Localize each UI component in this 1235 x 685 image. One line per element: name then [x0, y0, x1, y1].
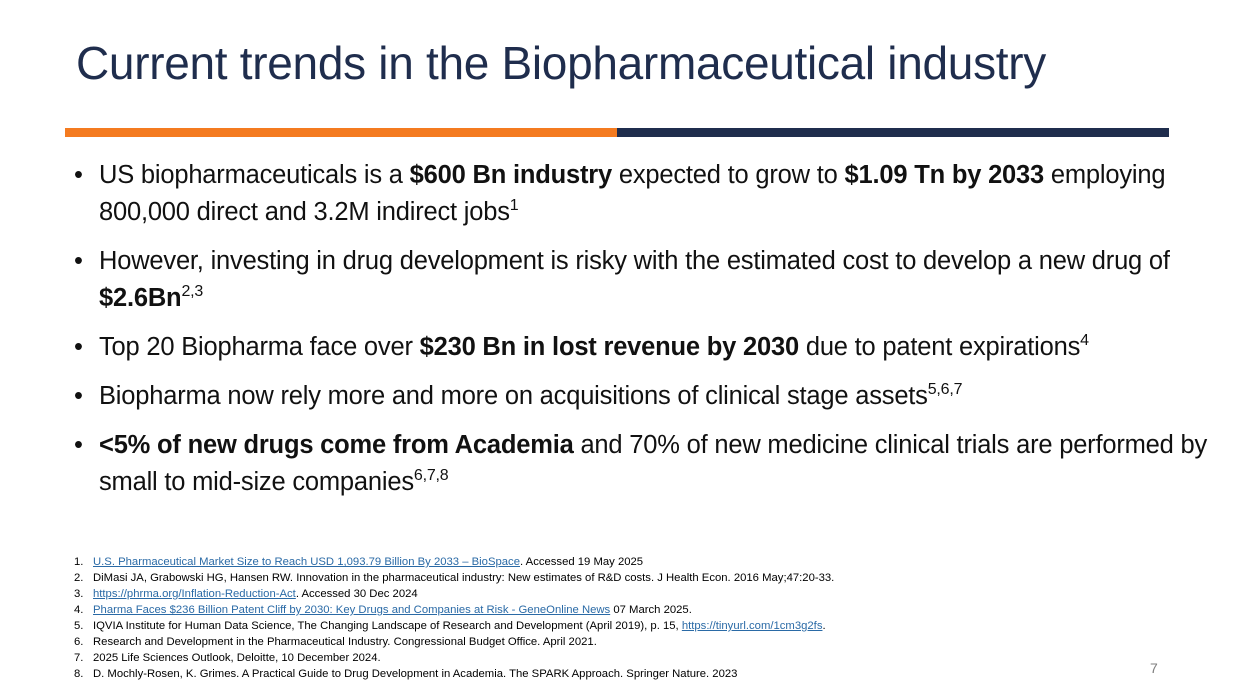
reference-text: .: [822, 620, 826, 632]
bullet-text: Biopharma now rely more and more on acqu…: [99, 382, 928, 410]
bullet-item: • <5% of new drugs come from Academia and…: [74, 427, 1224, 501]
reference-text: Research and Development in the Pharmace…: [93, 636, 597, 648]
bullet-emphasis: $230 Bn in lost revenue by 2030: [419, 333, 800, 361]
bullet-item: • However, investing in drug development …: [74, 243, 1224, 317]
bullet-emphasis: $2.6Bn: [99, 284, 182, 312]
reference-text: 07 March 2025.: [610, 604, 692, 616]
citation-superscript: 2,3: [181, 283, 204, 300]
reference-link[interactable]: https://tinyurl.com/1cm3g2fs: [681, 620, 823, 632]
reference-item: 7. 2025 Life Sciences Outlook, Deloitte, …: [74, 650, 1154, 666]
reference-item: 5. IQVIA Institute for Human Data Science…: [74, 618, 1154, 634]
bullet-item: • Top 20 Biopharma face over $230 Bn in l…: [74, 329, 1224, 366]
bullet-item: • Biopharma now rely more and more on acq…: [74, 378, 1224, 415]
bullet-marker: •: [74, 247, 83, 275]
bullet-text: US biopharmaceuticals is a: [99, 161, 410, 189]
citation-superscript: 6,7,8: [413, 467, 449, 484]
reference-number: 1.: [74, 556, 84, 568]
reference-item: 3. https://phrma.org/Inflation-Reduction-…: [74, 586, 1154, 602]
reference-link[interactable]: https://phrma.org/Inflation-Reduction-Ac…: [93, 588, 296, 600]
reference-number: 2.: [74, 572, 84, 584]
citation-superscript: 5,6,7: [927, 381, 963, 398]
citation-superscript: 4: [1080, 332, 1089, 349]
bullet-item: • US biopharmaceuticals is a $600 Bn indu…: [74, 157, 1224, 231]
bullet-marker: •: [74, 333, 83, 361]
bullet-emphasis: $1.09 Tn by 2033: [844, 161, 1045, 189]
reference-link[interactable]: U.S. Pharmaceutical Market Size to Reach…: [93, 556, 520, 568]
reference-item: 8. D. Mochly-Rosen, K. Grimes. A Practica…: [74, 666, 1154, 682]
bullet-marker: •: [74, 431, 83, 459]
bullet-emphasis: $600 Bn industry: [409, 161, 612, 189]
bullet-text: employing 800,000 direct and 3.2M indire…: [99, 161, 1166, 226]
bullet-text: due to patent expirations: [798, 333, 1081, 361]
reference-number: 7.: [74, 652, 84, 664]
title-divider-orange: [65, 128, 617, 137]
bullet-list: • US biopharmaceuticals is a $600 Bn indu…: [74, 157, 1224, 513]
reference-text: 2025 Life Sciences Outlook, Deloitte, 10…: [93, 652, 381, 664]
bullet-emphasis: <5% of new drugs come from Academia: [99, 431, 574, 459]
reference-number: 5.: [74, 620, 84, 632]
slide-title: Current trends in the Biopharmaceutical …: [76, 37, 1046, 89]
reference-text: DiMasi JA, Grabowski HG, Hansen RW. Inno…: [93, 572, 835, 584]
reference-text: D. Mochly-Rosen, K. Grimes. A Practical …: [93, 668, 738, 680]
bullet-marker: •: [74, 382, 83, 410]
bullet-text: Top 20 Biopharma face over: [99, 333, 420, 361]
reference-item: 6. Research and Development in the Pharma…: [74, 634, 1154, 650]
page-number: 7: [1150, 660, 1158, 676]
reference-link[interactable]: Pharma Faces $236 Billion Patent Cliff b…: [93, 604, 611, 616]
bullet-text: However, investing in drug development i…: [99, 247, 1170, 275]
citation-superscript: 1: [509, 197, 519, 214]
title-divider-navy: [617, 128, 1169, 137]
bullet-text: expected to grow to: [611, 161, 845, 189]
reference-text: . Accessed 30 Dec 2024: [295, 588, 418, 600]
reference-list: 1. U.S. Pharmaceutical Market Size to Rea…: [74, 554, 1154, 682]
reference-number: 8.: [74, 668, 84, 680]
reference-number: 3.: [74, 588, 84, 600]
reference-item: 2. DiMasi JA, Grabowski HG, Hansen RW. In…: [74, 570, 1154, 586]
reference-number: 4.: [74, 604, 84, 616]
reference-text: IQVIA Institute for Human Data Science, …: [93, 620, 682, 632]
reference-item: 1. U.S. Pharmaceutical Market Size to Rea…: [74, 554, 1154, 570]
bullet-text: and 70% of new medicine clinical trials …: [99, 431, 1208, 496]
reference-number: 6.: [74, 636, 84, 648]
reference-text: . Accessed 19 May 2025: [520, 556, 644, 568]
bullet-marker: •: [74, 161, 83, 189]
reference-item: 4. Pharma Faces $236 Billion Patent Cliff…: [74, 602, 1154, 618]
